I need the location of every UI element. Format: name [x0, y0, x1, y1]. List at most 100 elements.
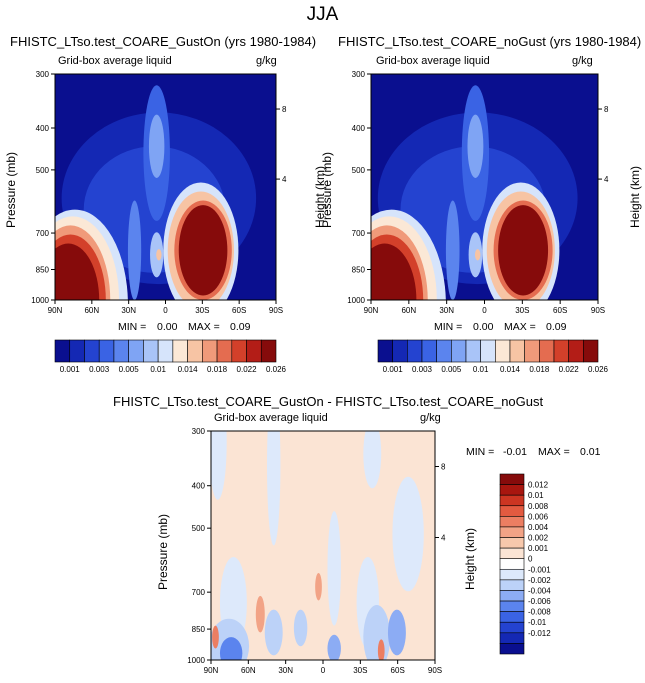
- panel3-xtick-label: 30S: [353, 666, 367, 675]
- panel3-colorbar-label: -0.002: [528, 576, 551, 585]
- panel1-colorbar-label: 0.022: [237, 365, 258, 374]
- panel2-colorbar-cell: [451, 339, 467, 363]
- panel2-colorbar-label: 0.018: [529, 365, 550, 374]
- panel1-subtitle: Grid-box average liquid: [58, 55, 172, 67]
- panel1-colorbar-cell: [260, 339, 277, 363]
- panel1-colorbar-cell: [202, 339, 218, 363]
- panel3-colorbar-cell: [499, 600, 525, 612]
- panel1-colorbar-cell: [246, 339, 262, 363]
- panel2-colorbar-label: 0.01: [473, 365, 489, 374]
- panel3-colorbar-label: 0.008: [528, 502, 549, 511]
- panel1-field: [55, 74, 276, 300]
- panel2-xtick-label: 90S: [591, 306, 605, 315]
- panel3-colorbar-label: 0.012: [528, 481, 549, 490]
- panel3-min-label: MIN =: [466, 446, 495, 458]
- panel1-xtick-label: 90N: [48, 306, 63, 315]
- panel3-colorbar-cell: [499, 643, 525, 655]
- panel3-colorbar-cell: [499, 537, 525, 549]
- panel3-colorbar-cell: [499, 611, 525, 623]
- panel1-colorbar-label: 0.003: [89, 365, 110, 374]
- panel1-ytick-label: 300: [36, 70, 50, 79]
- panel2-xtick-label: 0: [482, 306, 487, 315]
- panel1-colorbar-cell: [128, 339, 144, 363]
- panel2-xtick-label: 30N: [439, 306, 454, 315]
- panel2-ytick-label: 500: [352, 166, 366, 175]
- panel2-colorbar-cell: [539, 339, 555, 363]
- panel2-colorbar-cell: [583, 339, 599, 363]
- panel1-ytick-label: 700: [36, 229, 50, 238]
- panel3-colorbar-label: 0.004: [528, 523, 549, 532]
- panel2-y2tick-label: 4: [604, 175, 609, 184]
- panel3-ytick-label: 1000: [187, 656, 205, 665]
- panel2-colorbar-cell: [568, 339, 584, 363]
- panel3-field: [211, 431, 435, 660]
- panel3-ytick-label: 500: [192, 524, 206, 533]
- panel1-colorbar-cell: [69, 339, 85, 363]
- panel3-colorbar-label: 0.006: [528, 512, 549, 521]
- panel2-colorbar-cell: [465, 339, 481, 363]
- panel3-colorbar-cell: [499, 621, 525, 634]
- panel2-colorbar-label: 0.001: [383, 365, 404, 374]
- panel3-xtick-label: 0: [321, 666, 326, 675]
- panel1-min-value: 0.00: [157, 321, 178, 333]
- panel1-title: FHISTC_LTso.test_COARE_GustOn (yrs 1980-…: [10, 34, 317, 49]
- panel3-colorbar-label: -0.001: [528, 565, 551, 574]
- panel2-max-label: MAX =: [504, 321, 536, 333]
- panel3-colorbar-label: -0.01: [528, 618, 547, 627]
- panel2-field: [371, 74, 598, 300]
- panel2-colorbar: 0.001 0.003 0.005 0.01 0.014 0.018 0.022 0.026: [377, 339, 609, 374]
- panel3-ytick-label: 300: [192, 427, 206, 436]
- panel3-min-value: -0.01: [503, 446, 527, 458]
- panel3-colorbar-cell: [499, 547, 525, 560]
- panel1-colorbar-label: 0.026: [266, 365, 287, 374]
- panel3-max-label: MAX =: [538, 446, 570, 458]
- panel2-colorbar-cell: [495, 339, 511, 363]
- panel3-max-value: 0.01: [580, 446, 601, 458]
- panel1-xtick-label: 0: [163, 306, 168, 315]
- panel2-min-value: 0.00: [473, 321, 494, 333]
- panel3-colorbar-cell: [499, 568, 525, 581]
- panel3-colorbar-cell: [499, 516, 525, 528]
- panel3-colorbar: 0.0120.010.0080.0060.0040.0020.0010-0.00…: [499, 473, 551, 655]
- panel2-min-label: MIN =: [434, 321, 463, 333]
- panel2-ytick-label: 400: [352, 124, 366, 133]
- panel1-xtick-label: 60N: [84, 306, 99, 315]
- panel1-ytick-label: 1000: [31, 296, 49, 305]
- panel3-colorbar-label: 0.002: [528, 534, 549, 543]
- panel3-xtick-label: 90N: [204, 666, 219, 675]
- panel1-colorbar-cell: [54, 339, 71, 363]
- panel2-xtick-label: 60N: [401, 306, 416, 315]
- panel2-ytick-label: 1000: [347, 296, 365, 305]
- panel2-colorbar-cell: [421, 339, 437, 363]
- panel3-y2tick-label: 8: [441, 462, 446, 471]
- panel3-ytick-label: 700: [192, 588, 206, 597]
- panel2-ytick-label: 300: [352, 70, 366, 79]
- panel1-colorbar-cell: [216, 339, 233, 363]
- panel2-colorbar-cell: [436, 339, 452, 363]
- panel3-colorbar-cell: [499, 505, 525, 517]
- panel2-y2tick-label: 8: [604, 105, 609, 114]
- panel3-colorbar-label: 0.001: [528, 544, 549, 553]
- panel3-xtick-label: 90S: [428, 666, 442, 675]
- panel3-xtick-label: 60N: [241, 666, 256, 675]
- panel2-colorbar-cell: [480, 339, 496, 363]
- panel1-min-label: MIN =: [118, 321, 147, 333]
- panel2-colorbar-label: 0.014: [500, 365, 521, 374]
- panel1-xtick-label: 30N: [121, 306, 136, 315]
- panel1-colorbar-cell: [172, 339, 188, 363]
- panel1-colorbar-label: 0.018: [207, 365, 228, 374]
- panel3-colorbar-cell: [499, 526, 525, 538]
- panel2-colorbar-cell: [524, 339, 540, 363]
- panel3-colorbar-cell: [499, 494, 525, 507]
- panel2-colorbar-label: 0.026: [588, 365, 609, 374]
- panel3-units: g/kg: [420, 412, 441, 424]
- panel3-colorbar-cell: [499, 579, 525, 591]
- panel3-colorbar-cell: [499, 632, 525, 644]
- panel1-colorbar-cell: [98, 339, 115, 363]
- figure-title: JJA: [306, 4, 339, 25]
- panel1-colorbar-label: 0.005: [119, 365, 140, 374]
- panel2-colorbar-cell: [509, 339, 525, 363]
- panel3-colorbar-cell: [499, 484, 525, 496]
- panel2-xtick-label: 60S: [553, 306, 567, 315]
